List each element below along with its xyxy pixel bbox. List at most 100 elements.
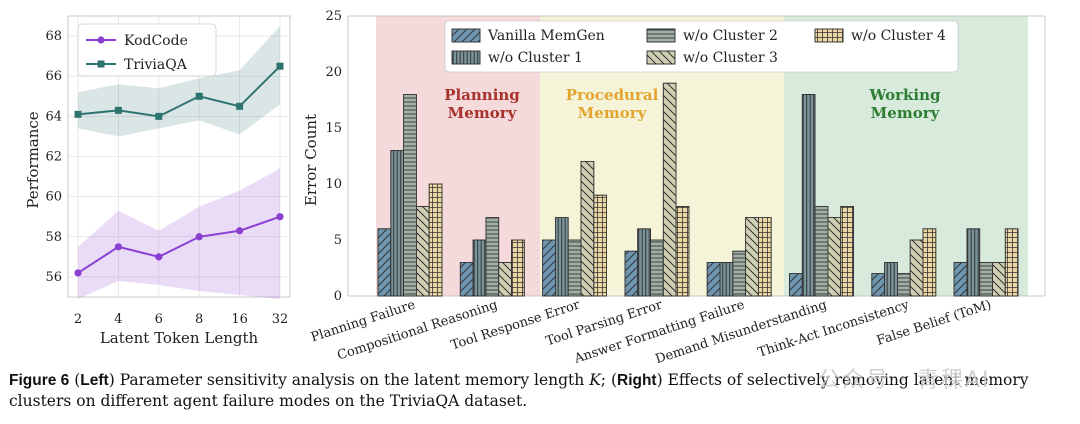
left-y-ticks: 56 58 60 62 64 66 68 xyxy=(45,29,62,285)
bar-hatch xyxy=(745,217,759,297)
left-y-tick-label: 68 xyxy=(45,29,62,44)
point-triviaqa xyxy=(114,106,122,114)
bar-hatch xyxy=(415,205,430,297)
point-kodcode xyxy=(195,233,203,241)
left-x-tick-label: 32 xyxy=(272,312,289,327)
bar-hatch xyxy=(624,250,639,297)
legend-label: w/o Cluster 1 xyxy=(488,50,583,66)
point-triviaqa xyxy=(195,92,203,100)
bar-hatch xyxy=(719,261,734,297)
legend-label: w/o Cluster 3 xyxy=(683,50,778,66)
bar-group xyxy=(459,217,525,297)
left-legend: KodCode TriviaQA xyxy=(77,23,217,77)
band-triviaqa xyxy=(78,26,280,137)
point-kodcode xyxy=(74,269,82,277)
bar-hatch xyxy=(992,261,1006,297)
legend-label: w/o Cluster 2 xyxy=(683,28,778,44)
left-x-tick-label: 8 xyxy=(195,312,203,327)
point-triviaqa xyxy=(155,112,163,120)
left-x-tick-label: 2 xyxy=(74,312,82,327)
bar-group xyxy=(706,217,772,297)
point-kodcode xyxy=(114,243,122,251)
bar-hatch xyxy=(801,94,816,297)
bar-hatch xyxy=(498,261,512,297)
bar-hatch xyxy=(593,194,607,297)
bar-hatch xyxy=(789,273,803,297)
bar-hatch xyxy=(871,273,885,297)
legend-swatch-hatch xyxy=(451,50,481,65)
legend-swatch-hatch xyxy=(646,50,676,65)
bar-group xyxy=(953,228,1019,297)
region-planning-line1: Planning xyxy=(444,86,520,104)
left-y-axis-label: Performance xyxy=(24,111,42,208)
bar-hatch xyxy=(922,228,937,297)
bar-hatch xyxy=(979,261,993,297)
bar-hatch xyxy=(472,239,487,297)
right-bar-chart: Planning Memory Procedural Memory Workin… xyxy=(302,9,1046,367)
bar-hatch xyxy=(390,149,404,297)
bar-hatch xyxy=(884,261,898,297)
bar-hatch xyxy=(732,250,746,297)
bar-hatch xyxy=(567,239,582,297)
point-kodcode xyxy=(236,227,244,235)
bar-hatch xyxy=(840,205,854,297)
bar-hatch xyxy=(1004,228,1019,297)
bar-hatch xyxy=(377,228,392,297)
bar-hatch xyxy=(706,261,721,297)
legend-label: w/o Cluster 4 xyxy=(851,28,946,44)
point-kodcode xyxy=(276,213,284,221)
left-y-tick-label: 58 xyxy=(45,230,62,245)
bar-hatch xyxy=(650,239,664,297)
band-kodcode xyxy=(78,168,280,300)
left-confidence-bands xyxy=(78,26,280,300)
line-triviaqa xyxy=(77,65,281,118)
right-y-ticks: 0 5 10 15 20 25 xyxy=(325,9,342,304)
bar-hatch xyxy=(662,82,677,297)
bar-hatch xyxy=(758,217,772,297)
bar-hatch xyxy=(555,217,569,297)
right-y-axis-label: Error Count xyxy=(302,114,320,206)
caption-figure-label: Figure 6 xyxy=(9,372,70,389)
bar-hatch xyxy=(966,228,981,297)
region-procedural-line1: Procedural xyxy=(566,86,659,104)
bar-hatch xyxy=(953,261,968,297)
caption-right-tag: Right xyxy=(617,372,657,389)
bar-hatch xyxy=(511,239,525,297)
caption-right-text: Effects of selectively removing latent m… xyxy=(9,371,1029,410)
category-label: Think-Act Inconsistency xyxy=(756,297,912,360)
bar-hatch xyxy=(403,94,417,297)
line-kodcode xyxy=(77,215,281,274)
left-x-tick-label: 4 xyxy=(114,312,122,327)
left-series-lines xyxy=(74,62,284,277)
right-plot-area xyxy=(347,15,1046,297)
legend-label: Vanilla MemGen xyxy=(487,28,605,44)
region-planning-line2: Memory xyxy=(448,104,518,122)
left-y-tick-label: 56 xyxy=(45,270,62,285)
bar-hatch xyxy=(827,217,842,297)
legend-label-triviaqa: TriviaQA xyxy=(124,57,188,73)
bar-hatch xyxy=(909,239,924,297)
bar-hatch xyxy=(428,183,443,297)
right-y-tick-label: 15 xyxy=(325,121,342,136)
figure-caption: Figure 6 (Left) Parameter sensitivity an… xyxy=(9,371,1029,410)
left-y-tick-label: 64 xyxy=(45,109,62,124)
legend-swatch-hatch xyxy=(451,28,481,43)
bar-hatch xyxy=(897,273,911,297)
left-x-ticks: 2 4 6 8 16 32 xyxy=(74,312,288,327)
legend-label-kodcode: KodCode xyxy=(124,33,188,49)
right-y-tick-label: 25 xyxy=(325,9,342,24)
bar-group xyxy=(624,82,690,297)
bar-hatch xyxy=(542,239,556,297)
caption-left-text: Parameter sensitivity analysis on the la… xyxy=(119,371,585,389)
point-triviaqa xyxy=(276,62,284,70)
region-working-line2: Memory xyxy=(871,104,941,122)
bar-group xyxy=(871,228,937,297)
point-triviaqa xyxy=(74,110,82,118)
bar-hatch xyxy=(814,205,829,297)
bar-hatch xyxy=(459,261,474,297)
point-kodcode xyxy=(155,253,163,261)
left-y-tick-label: 60 xyxy=(45,190,62,205)
